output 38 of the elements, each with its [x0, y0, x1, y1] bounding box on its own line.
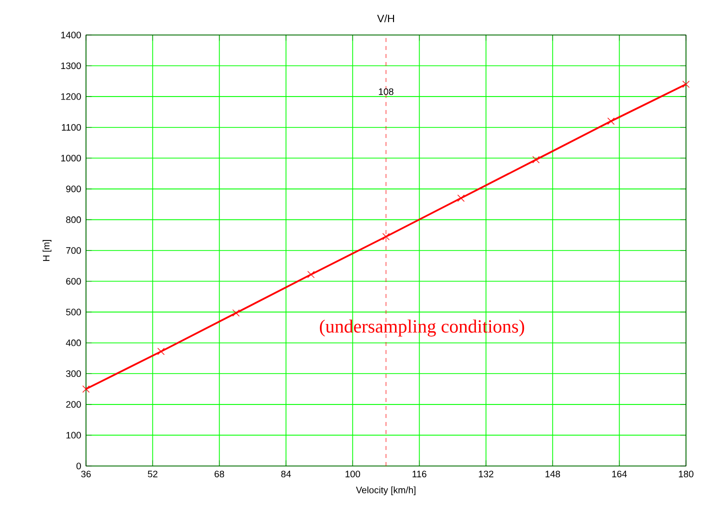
point — [307, 270, 315, 278]
x-tick-label: 180 — [678, 470, 694, 478]
y-tick-label: 700 — [66, 247, 81, 254]
x-tick-label: 68 — [214, 470, 224, 478]
x-tick-label: 148 — [546, 470, 560, 478]
x-tick-label: 100 — [346, 470, 360, 478]
point — [82, 385, 90, 393]
x-tick-label: 36 — [81, 470, 91, 478]
x-tick-label: 84 — [281, 470, 291, 478]
y-tick-label: 800 — [66, 216, 81, 224]
x-tick-label: 52 — [148, 470, 158, 478]
point — [157, 348, 165, 356]
x-tick-label: 164 — [612, 470, 627, 478]
point — [532, 156, 540, 164]
y-tick-label: 400 — [66, 340, 81, 346]
x-tick-label: 132 — [478, 470, 494, 478]
y-tick-label: 1100 — [62, 124, 81, 131]
point — [682, 80, 690, 88]
point — [382, 233, 390, 240]
chart-title: V/H — [377, 14, 394, 22]
y-tick-label: 200 — [66, 401, 81, 408]
ref-line-label: 108 — [378, 88, 394, 95]
y-tick-label: 1300 — [61, 62, 81, 70]
point — [457, 194, 465, 202]
y-tick-label: 1000 — [61, 154, 81, 162]
x-axis-title: Velocity [km/h] — [356, 486, 416, 496]
y-tick-label: 600 — [66, 278, 81, 285]
y-tick-label: 900 — [66, 186, 81, 192]
y-tick-label: 300 — [66, 370, 81, 377]
y-tick-label: 0 — [76, 462, 81, 470]
y-tick-label: 1400 — [61, 32, 81, 38]
y-tick-label: 100 — [66, 432, 81, 438]
y-tick-label: 500 — [66, 308, 81, 316]
point — [607, 118, 615, 125]
point — [232, 309, 240, 317]
x-tick-label: 116 — [412, 470, 426, 478]
y-tick-label: 1200 — [61, 93, 81, 100]
y-axis-title: H [m] — [42, 240, 52, 261]
